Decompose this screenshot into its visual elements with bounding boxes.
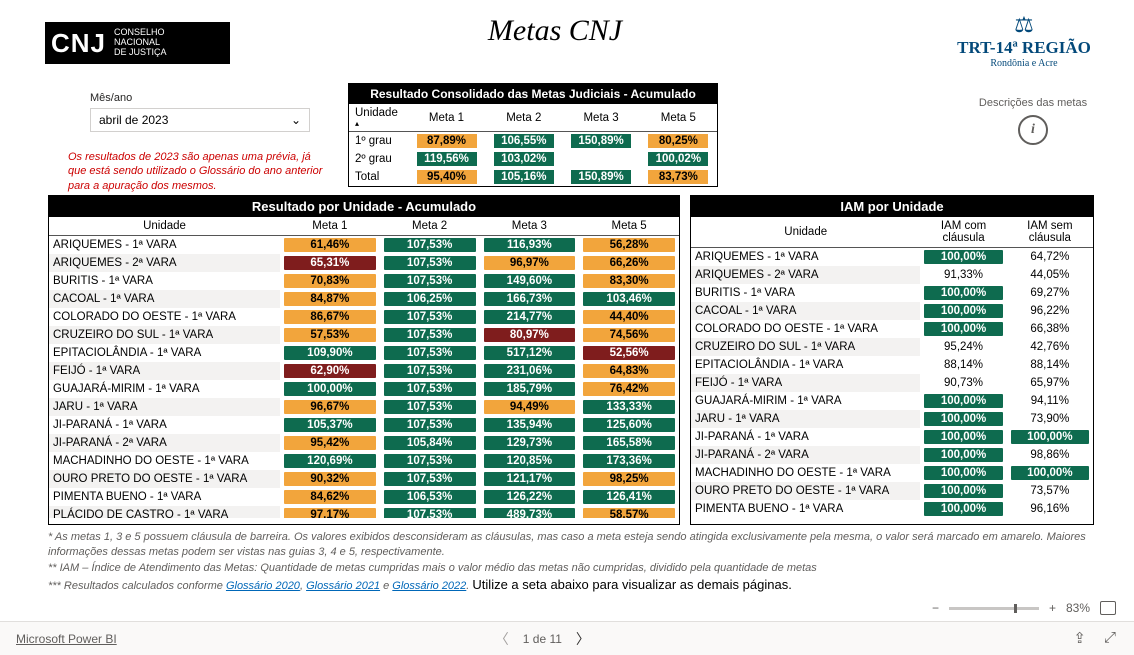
page-indicator: 1 de 11 xyxy=(523,632,562,646)
glossario-2022-link[interactable]: Glossário 2022 xyxy=(392,580,466,592)
zoom-controls[interactable]: − + 83% xyxy=(932,601,1116,615)
table-row[interactable]: GUAJARÁ-MIRIM - 1ª VARA100,00%107,53%185… xyxy=(49,380,679,398)
table-row[interactable]: FEIJÓ - 1ª VARA90,73%65,97% xyxy=(691,374,1093,392)
table-row[interactable]: EPITACIOLÂNDIA - 1ª VARA88,14%88,14% xyxy=(691,356,1093,374)
status-bar: Microsoft Power BI 〈 1 de 11 〉 xyxy=(0,621,1134,655)
desc-metas[interactable]: Descrições das metas i xyxy=(973,97,1093,145)
result-table: Resultado por Unidade - Acumulado Unidad… xyxy=(48,195,680,525)
zoom-minus-icon[interactable]: − xyxy=(932,601,939,615)
mesano-value: abril de 2023 xyxy=(99,113,168,127)
table-row[interactable]: BURITIS - 1ª VARA100,00%69,27% xyxy=(691,284,1093,302)
table-row[interactable]: CACOAL - 1ª VARA100,00%96,22% xyxy=(691,302,1093,320)
table-row[interactable]: MACHADINHO DO OESTE - 1ª VARA120,69%107,… xyxy=(49,452,679,470)
consolidado-col[interactable]: Meta 5 xyxy=(640,104,717,132)
iam-col[interactable]: IAM sem cláusula xyxy=(1007,217,1093,248)
fit-page-icon[interactable] xyxy=(1100,601,1116,615)
cnj-logo-text: CNJ xyxy=(51,28,106,59)
table-row[interactable]: ARIQUEMES - 1ª VARA100,00%64,72% xyxy=(691,248,1093,266)
trt-icon: ⚖ xyxy=(949,12,1099,38)
desc-metas-label: Descrições das metas xyxy=(973,97,1093,109)
table-row[interactable]: Total95,40%105,16%150,89%83,73% xyxy=(349,168,717,186)
table-row[interactable]: JARU - 1ª VARA100,00%73,90% xyxy=(691,410,1093,428)
mesano-label: Mês/ano xyxy=(90,92,310,104)
table-row[interactable]: EPITACIOLÂNDIA - 1ª VARA109,90%107,53%51… xyxy=(49,344,679,362)
glossario-2021-link[interactable]: Glossário 2021 xyxy=(306,580,380,592)
prev-page-button[interactable]: 〈 xyxy=(495,629,509,649)
zoom-value: 83% xyxy=(1066,601,1090,615)
consolidado-col[interactable]: Meta 3 xyxy=(562,104,639,132)
result-col[interactable]: Meta 3 xyxy=(480,217,580,236)
nav-hint: Utilize a seta abaixo para visualizar as… xyxy=(472,577,791,592)
table-row[interactable]: PLÁCIDO DE CASTRO - 1ª VARA97,17%107,53%… xyxy=(49,506,679,518)
table-row[interactable]: COLORADO DO OESTE - 1ª VARA100,00%66,38% xyxy=(691,320,1093,338)
table-row[interactable]: BURITIS - 1ª VARA70,83%107,53%149,60%83,… xyxy=(49,272,679,290)
table-row[interactable]: ARIQUEMES - 1ª VARA61,46%107,53%116,93%5… xyxy=(49,236,679,254)
table-row[interactable]: JI-PARANÁ - 1ª VARA105,37%107,53%135,94%… xyxy=(49,416,679,434)
footnotes: * As metas 1, 3 e 5 possuem cláusula de … xyxy=(48,530,1098,595)
result-title: Resultado por Unidade - Acumulado xyxy=(49,196,679,217)
result-col[interactable]: Meta 2 xyxy=(380,217,480,236)
zoom-slider[interactable] xyxy=(949,607,1039,610)
table-row[interactable]: JI-PARANÁ - 2ª VARA100,00%98,86% xyxy=(691,446,1093,464)
table-row[interactable]: ARIQUEMES - 2ª VARA91,33%44,05% xyxy=(691,266,1093,284)
powerbi-brand-link[interactable]: Microsoft Power BI xyxy=(16,632,117,646)
table-row[interactable]: CACOAL - 1ª VARA84,87%106,25%166,73%103,… xyxy=(49,290,679,308)
mesano-dropdown[interactable]: abril de 2023 ⌄ xyxy=(90,108,310,132)
table-row[interactable]: OURO PRETO DO OESTE - 1ª VARA100,00%73,5… xyxy=(691,482,1093,500)
chevron-down-icon: ⌄ xyxy=(291,113,301,127)
glossario-2020-link[interactable]: Glossário 2020 xyxy=(226,580,300,592)
table-row[interactable]: JI-PARANÁ - 1ª VARA100,00%100,00% xyxy=(691,428,1093,446)
consolidado-col[interactable]: Meta 2 xyxy=(485,104,562,132)
zoom-plus-icon[interactable]: + xyxy=(1049,601,1056,615)
cnj-logo-subtext: CONSELHO NACIONAL DE JUSTIÇA xyxy=(114,28,167,58)
iam-table: IAM por Unidade UnidadeIAM com cláusulaI… xyxy=(690,195,1094,525)
table-row[interactable]: 1º grau87,89%106,55%150,89%80,25% xyxy=(349,132,717,151)
cnj-logo: CNJ CONSELHO NACIONAL DE JUSTIÇA xyxy=(45,22,230,64)
info-icon[interactable]: i xyxy=(1018,115,1048,145)
disclaimer-text: Os resultados de 2023 são apenas uma pré… xyxy=(68,150,328,193)
table-row[interactable]: ARIQUEMES - 2ª VARA65,31%107,53%96,97%66… xyxy=(49,254,679,272)
table-row[interactable]: CRUZEIRO DO SUL - 1ª VARA95,24%42,76% xyxy=(691,338,1093,356)
table-row[interactable]: GUAJARÁ-MIRIM - 1ª VARA100,00%94,11% xyxy=(691,392,1093,410)
table-row[interactable]: FEIJÓ - 1ª VARA62,90%107,53%231,06%64,83… xyxy=(49,362,679,380)
fullscreen-icon[interactable]: ⤢ xyxy=(1104,629,1116,647)
share-icon[interactable]: ⇪ xyxy=(1073,629,1086,647)
table-row[interactable]: 2º grau119,56%103,02%100,02% xyxy=(349,150,717,168)
next-page-button[interactable]: 〉 xyxy=(576,629,590,649)
table-row[interactable]: PIMENTA BUENO - 1ª VARA100,00%96,16% xyxy=(691,500,1093,518)
pager: 〈 1 de 11 〉 xyxy=(495,629,590,649)
table-row[interactable]: CRUZEIRO DO SUL - 1ª VARA57,53%107,53%80… xyxy=(49,326,679,344)
consolidado-col[interactable]: Unidade▴ xyxy=(349,104,408,132)
table-row[interactable]: JI-PARANÁ - 2ª VARA95,42%105,84%129,73%1… xyxy=(49,434,679,452)
consolidado-col[interactable]: Meta 1 xyxy=(408,104,485,132)
consolidado-table: Resultado Consolidado das Metas Judiciai… xyxy=(348,83,718,187)
table-row[interactable]: JARU - 1ª VARA96,67%107,53%94,49%133,33% xyxy=(49,398,679,416)
table-row[interactable]: OURO PRETO DO OESTE - 1ª VARA90,32%107,5… xyxy=(49,470,679,488)
table-row[interactable]: COLORADO DO OESTE - 1ª VARA86,67%107,53%… xyxy=(49,308,679,326)
consolidado-title: Resultado Consolidado das Metas Judiciai… xyxy=(349,84,717,104)
result-col[interactable]: Meta 5 xyxy=(579,217,679,236)
result-col[interactable]: Meta 1 xyxy=(280,217,380,236)
iam-title: IAM por Unidade xyxy=(691,196,1093,217)
trt-logo: ⚖ TRT-14ª REGIÃO Rondônia e Acre xyxy=(949,12,1099,69)
table-row[interactable]: PIMENTA BUENO - 1ª VARA84,62%106,53%126,… xyxy=(49,488,679,506)
iam-col[interactable]: IAM com cláusula xyxy=(920,217,1006,248)
iam-col[interactable]: Unidade xyxy=(691,217,920,248)
table-row[interactable]: MACHADINHO DO OESTE - 1ª VARA100,00%100,… xyxy=(691,464,1093,482)
result-col[interactable]: Unidade xyxy=(49,217,280,236)
